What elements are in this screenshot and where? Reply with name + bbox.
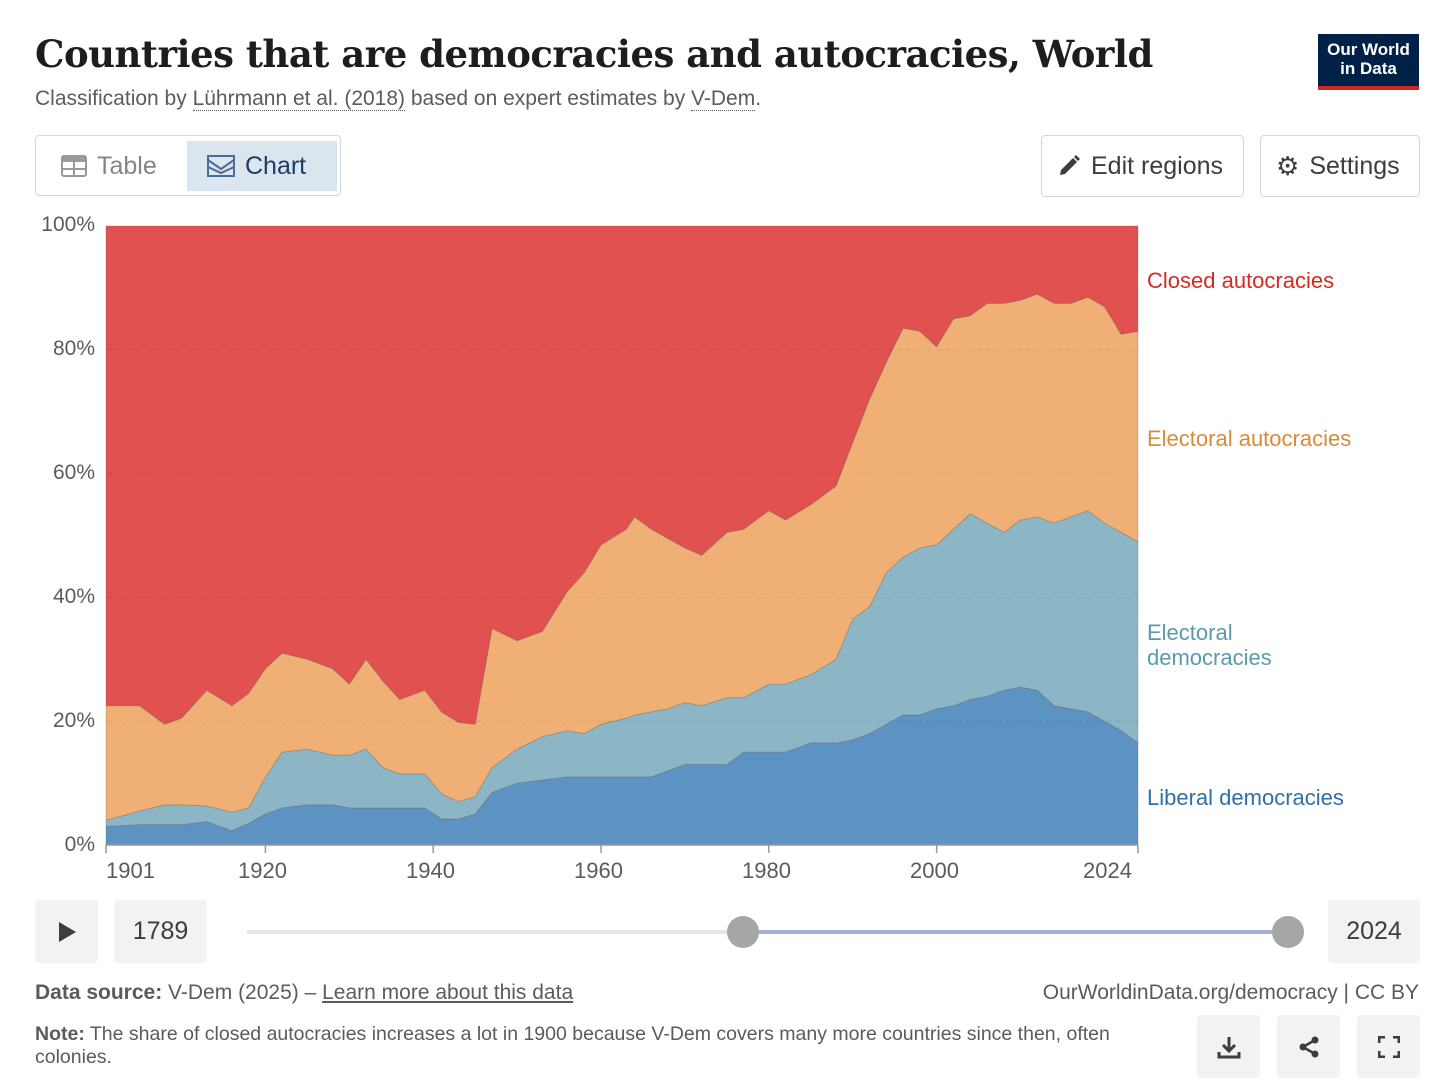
tab-chart[interactable]: Chart [187,141,337,191]
y-tick-label: 20% [52,709,95,732]
tab-table[interactable]: Table [41,141,187,191]
timeline-start-handle[interactable] [727,916,759,948]
fullscreen-button[interactable] [1357,1015,1420,1078]
download-icon [1217,1036,1240,1058]
chart-subtitle: Classification by Lührmann et al. (2018)… [35,87,761,111]
x-tick-label: 1940 [406,858,455,883]
source-text: V-Dem (2025) – [162,981,323,1004]
play-button[interactable] [35,900,98,963]
source-label: Data source: [35,981,163,1004]
legend-liberal-democracies[interactable]: Liberal democracies [1147,785,1344,810]
vdem-link[interactable]: V-Dem [691,87,756,111]
y-tick-label: 0% [64,833,95,856]
y-tick-label: 100% [41,213,95,236]
area-chart-icon [207,155,235,177]
logo-line: Our World [1327,40,1410,59]
chart-note: Note: The share of closed autocracies in… [35,1023,1125,1069]
subtitle-text: based on expert estimates by [405,87,692,110]
fullscreen-icon [1377,1035,1400,1058]
share-icon [1299,1036,1318,1057]
x-tick-label: 2024 [1083,858,1132,883]
tab-label: Table [97,151,157,180]
y-tick-label: 60% [52,461,95,484]
x-tick-label: 1920 [238,858,287,883]
area-closed-autocracies [105,225,1139,725]
settings-button[interactable]: ⚙ Settings [1260,135,1420,197]
citation-link[interactable]: Lührmann et al. (2018) [192,87,406,111]
table-icon [61,155,87,177]
legend-closed-autocracies[interactable]: Closed autocracies [1147,268,1335,293]
stacked-area-chart [105,225,1139,853]
data-source: Data source: V-Dem (2025) – Learn more a… [35,981,573,1005]
x-tick-label: 1980 [742,858,791,883]
legend-line: Electoral [1147,620,1233,645]
share-button[interactable] [1277,1015,1340,1078]
chart-title: Countries that are democracies and autoc… [35,32,1153,76]
play-icon [58,921,76,942]
legend-line: democracies [1147,645,1272,670]
y-tick-label: 80% [52,337,95,360]
edit-regions-button[interactable]: Edit regions [1041,135,1244,197]
legend-electoral-autocracies[interactable]: Electoral autocracies [1147,426,1352,451]
source-url[interactable]: OurWorldinData.org/democracy | CC BY [1042,981,1419,1004]
button-label: Settings [1309,151,1400,180]
note-label: Note: [35,1023,85,1045]
button-label: Edit regions [1091,151,1224,180]
x-tick-label: 2000 [910,858,959,883]
timeline-start-year: 1789 [114,900,207,963]
timeline-end-year: 2024 [1328,900,1420,963]
y-tick-label: 40% [52,585,95,608]
legend-electoral-democracies[interactable]: Electoral democracies [1147,620,1272,670]
timeline-end-handle[interactable] [1272,916,1304,948]
note-text: The share of closed autocracies increase… [35,1023,1110,1068]
tab-label: Chart [245,151,307,180]
gear-icon: ⚙ [1276,150,1300,181]
owid-logo[interactable]: Our World in Data [1318,34,1419,90]
x-tick-label: 1960 [574,858,623,883]
download-button[interactable] [1197,1015,1260,1078]
subtitle-text: Classification by [35,87,193,110]
x-tick-label: 1901 [106,858,155,883]
logo-line: in Data [1340,59,1397,78]
learn-more-link[interactable]: Learn more about this data [322,981,574,1004]
pencil-icon [1060,155,1080,175]
view-tabs: Table Chart [35,135,341,196]
subtitle-text: . [755,87,762,110]
timeline-selected-range [742,930,1288,934]
